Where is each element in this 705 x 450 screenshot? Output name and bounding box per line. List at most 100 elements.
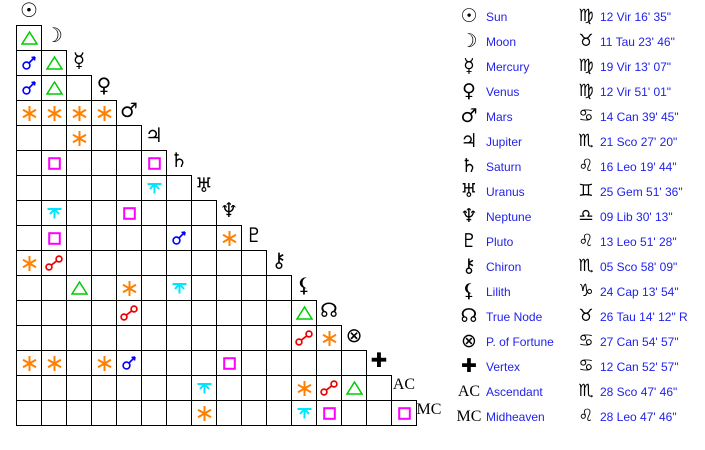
aspect-cell[interactable]	[241, 350, 267, 376]
aspect-cell[interactable]	[166, 275, 192, 301]
aspect-cell[interactable]	[66, 300, 92, 326]
aspect-cell[interactable]	[166, 325, 192, 351]
aspect-cell[interactable]	[216, 275, 242, 301]
aspect-cell[interactable]	[166, 200, 192, 226]
aspect-cell[interactable]	[191, 325, 217, 351]
aspect-cell[interactable]	[16, 250, 42, 276]
aspect-cell[interactable]	[91, 175, 117, 201]
aspect-cell[interactable]	[41, 50, 67, 76]
aspect-cell[interactable]	[66, 175, 92, 201]
aspect-cell[interactable]	[166, 225, 192, 251]
aspect-cell[interactable]	[16, 50, 42, 76]
aspect-cell[interactable]	[66, 250, 92, 276]
aspect-cell[interactable]	[241, 400, 267, 426]
aspect-cell[interactable]	[41, 175, 67, 201]
aspect-cell[interactable]	[116, 400, 142, 426]
aspect-cell[interactable]	[191, 400, 217, 426]
aspect-cell[interactable]	[141, 150, 167, 176]
aspect-cell[interactable]	[16, 275, 42, 301]
aspect-cell[interactable]	[66, 225, 92, 251]
aspect-cell[interactable]	[366, 375, 392, 401]
aspect-cell[interactable]	[166, 350, 192, 376]
aspect-cell[interactable]	[216, 325, 242, 351]
aspect-cell[interactable]	[91, 225, 117, 251]
aspect-cell[interactable]	[291, 300, 317, 326]
aspect-cell[interactable]	[266, 300, 292, 326]
aspect-cell[interactable]	[116, 225, 142, 251]
aspect-cell[interactable]	[141, 300, 167, 326]
aspect-cell[interactable]	[241, 275, 267, 301]
aspect-cell[interactable]	[191, 350, 217, 376]
aspect-cell[interactable]	[41, 275, 67, 301]
aspect-cell[interactable]	[266, 350, 292, 376]
aspect-cell[interactable]	[91, 150, 117, 176]
aspect-cell[interactable]	[116, 250, 142, 276]
aspect-cell[interactable]	[16, 75, 42, 101]
aspect-cell[interactable]	[41, 400, 67, 426]
aspect-cell[interactable]	[66, 125, 92, 151]
aspect-cell[interactable]	[16, 200, 42, 226]
aspect-cell[interactable]	[91, 125, 117, 151]
aspect-cell[interactable]	[66, 75, 92, 101]
aspect-cell[interactable]	[116, 175, 142, 201]
aspect-cell[interactable]	[66, 275, 92, 301]
aspect-cell[interactable]	[41, 75, 67, 101]
aspect-cell[interactable]	[141, 175, 167, 201]
aspect-cell[interactable]	[316, 350, 342, 376]
aspect-cell[interactable]	[16, 25, 42, 51]
aspect-cell[interactable]	[41, 100, 67, 126]
aspect-cell[interactable]	[66, 375, 92, 401]
aspect-cell[interactable]	[141, 400, 167, 426]
aspect-cell[interactable]	[16, 300, 42, 326]
aspect-cell[interactable]	[341, 400, 367, 426]
aspect-cell[interactable]	[291, 350, 317, 376]
aspect-cell[interactable]	[291, 400, 317, 426]
aspect-cell[interactable]	[241, 325, 267, 351]
aspect-cell[interactable]	[16, 225, 42, 251]
aspect-cell[interactable]	[41, 225, 67, 251]
aspect-cell[interactable]	[191, 300, 217, 326]
aspect-cell[interactable]	[241, 250, 267, 276]
aspect-cell[interactable]	[141, 350, 167, 376]
aspect-cell[interactable]	[166, 300, 192, 326]
aspect-cell[interactable]	[391, 400, 417, 426]
aspect-cell[interactable]	[41, 325, 67, 351]
aspect-cell[interactable]	[191, 275, 217, 301]
aspect-cell[interactable]	[91, 325, 117, 351]
aspect-cell[interactable]	[16, 100, 42, 126]
aspect-cell[interactable]	[16, 375, 42, 401]
aspect-cell[interactable]	[366, 400, 392, 426]
aspect-cell[interactable]	[166, 400, 192, 426]
aspect-cell[interactable]	[91, 250, 117, 276]
aspect-cell[interactable]	[66, 400, 92, 426]
aspect-cell[interactable]	[191, 225, 217, 251]
aspect-cell[interactable]	[91, 375, 117, 401]
aspect-cell[interactable]	[41, 150, 67, 176]
aspect-cell[interactable]	[166, 250, 192, 276]
aspect-cell[interactable]	[266, 325, 292, 351]
aspect-cell[interactable]	[316, 375, 342, 401]
aspect-cell[interactable]	[216, 350, 242, 376]
aspect-cell[interactable]	[41, 200, 67, 226]
aspect-cell[interactable]	[191, 250, 217, 276]
aspect-cell[interactable]	[266, 400, 292, 426]
aspect-cell[interactable]	[91, 275, 117, 301]
aspect-cell[interactable]	[41, 375, 67, 401]
aspect-cell[interactable]	[141, 325, 167, 351]
aspect-cell[interactable]	[241, 300, 267, 326]
aspect-cell[interactable]	[116, 150, 142, 176]
aspect-cell[interactable]	[216, 375, 242, 401]
aspect-cell[interactable]	[141, 225, 167, 251]
aspect-cell[interactable]	[141, 275, 167, 301]
aspect-cell[interactable]	[66, 350, 92, 376]
aspect-cell[interactable]	[216, 400, 242, 426]
aspect-cell[interactable]	[116, 375, 142, 401]
aspect-cell[interactable]	[91, 350, 117, 376]
aspect-cell[interactable]	[216, 225, 242, 251]
aspect-cell[interactable]	[41, 125, 67, 151]
aspect-cell[interactable]	[91, 200, 117, 226]
aspect-cell[interactable]	[16, 325, 42, 351]
aspect-cell[interactable]	[41, 250, 67, 276]
aspect-cell[interactable]	[116, 275, 142, 301]
aspect-cell[interactable]	[66, 200, 92, 226]
